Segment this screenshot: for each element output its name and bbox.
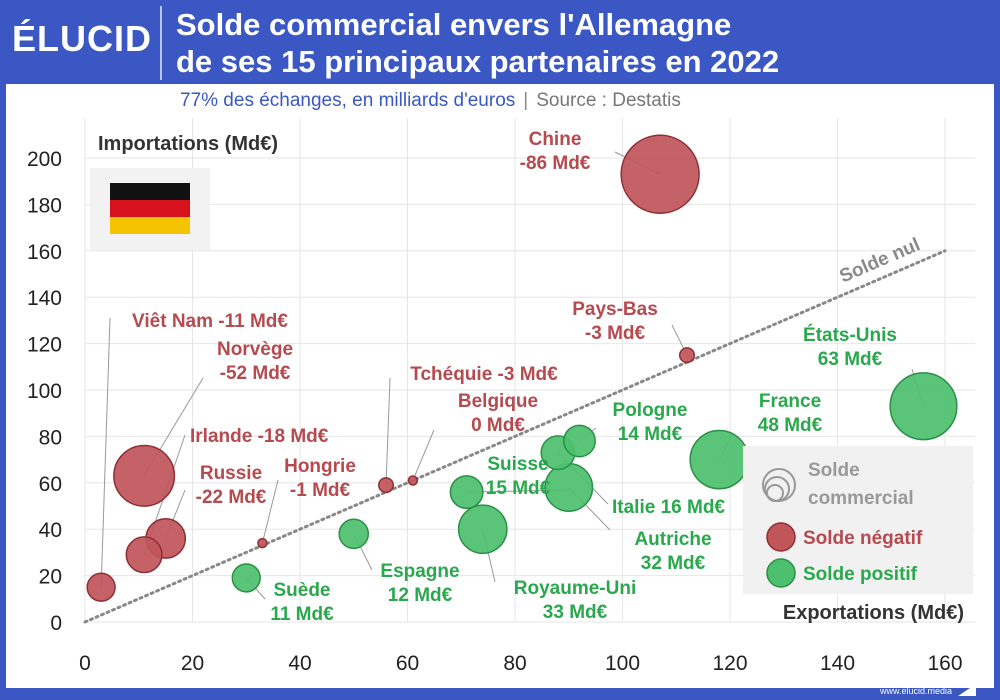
- point-label: Irlande -18 Md€: [190, 426, 329, 447]
- x-tick-label: 100: [605, 652, 640, 675]
- point-label: Pologne 14 Md€: [613, 400, 688, 445]
- point-labels: Chine -86 Md€ Pays-Bas -3 Md€ États-Unis 63 M…: [132, 129, 897, 625]
- bubble-point: [338, 518, 370, 550]
- point-label: États-Unis 63 Md€: [803, 324, 897, 370]
- legend-size-title-1: Solde: [808, 460, 860, 481]
- x-tick-label: 160: [927, 652, 962, 675]
- point-label: Pays-Bas -3 Md€: [572, 299, 658, 344]
- bubble-point: [449, 475, 484, 510]
- leader-line: [261, 479, 279, 544]
- point-label: Belgique 0 Md€: [458, 391, 538, 436]
- title-line-1: Solde commercial envers l'Allemagne: [176, 7, 732, 42]
- y-tick-label: 140: [27, 287, 62, 310]
- legend-size-title-2: commercial: [808, 488, 914, 509]
- leader-line: [385, 377, 391, 486]
- y-tick-label: 40: [39, 519, 62, 542]
- brand-logo: ÉLUCID: [12, 18, 152, 59]
- bubble-point: [889, 372, 958, 441]
- bubble-point: [377, 477, 395, 494]
- y-tick-label: 20: [39, 566, 62, 589]
- zero-balance-line: [83, 249, 947, 624]
- y-tick-label: 180: [27, 194, 62, 217]
- title-line-2: de ses 15 principaux partenaires en 2022: [176, 44, 780, 79]
- point-label: Autriche 32 Md€: [634, 529, 711, 574]
- y-tick-label: 100: [27, 380, 62, 403]
- bubble-point: [86, 572, 116, 602]
- legend-negative-marker: [766, 522, 796, 552]
- bubble-point: [678, 347, 696, 364]
- x-tick-label: 140: [820, 652, 855, 675]
- subtitle-text: 77% des échanges, en milliards d'euros: [180, 90, 516, 111]
- bubble-point: [257, 537, 268, 549]
- bubble-point: [563, 424, 596, 458]
- point-label: Hongrie -1 Md€: [284, 456, 356, 501]
- x-tick-label: 20: [181, 652, 204, 675]
- point-label: Viêt Nam -11 Md€: [132, 311, 288, 332]
- x-axis-label: Exportations (Md€): [783, 602, 964, 624]
- bubble-point: [544, 462, 594, 512]
- chart-title: Solde commercial envers l'Allemagne de s…: [176, 6, 779, 80]
- y-tick-label: 120: [27, 334, 62, 357]
- leader-line: [100, 317, 111, 588]
- leader-line: [412, 429, 435, 481]
- bubble-point: [231, 563, 261, 593]
- bubbles: [86, 134, 958, 602]
- legend-negative-label: Solde négatif: [803, 528, 923, 549]
- x-tick-label: 40: [288, 652, 311, 675]
- x-tick-labels: 0 20 40 60 80 100 120 140 160: [79, 652, 962, 675]
- x-tick-label: 80: [503, 652, 526, 675]
- size-legend-icon: [762, 468, 796, 502]
- header-divider: [160, 6, 162, 80]
- point-label: Tchéquie -3 Md€: [410, 364, 558, 385]
- point-label: Chine -86 Md€: [520, 129, 591, 174]
- bubble-point: [620, 134, 700, 214]
- y-axis-label: Importations (Md€): [98, 133, 278, 155]
- bubble-point: [689, 429, 750, 490]
- source-text: Source : Destatis: [536, 90, 681, 111]
- x-tick-label: 60: [396, 652, 419, 675]
- bubble-point: [125, 536, 163, 574]
- point-label: Espagne 12 Md€: [380, 561, 459, 606]
- y-tick-label: 200: [27, 148, 62, 171]
- subtitle-separator: |: [523, 90, 529, 111]
- point-label: Suisse 15 Md€: [486, 454, 551, 499]
- y-tick-label: 160: [27, 241, 62, 264]
- point-label: Suède 11 Md€: [270, 580, 334, 625]
- y-tick-label: 80: [39, 426, 62, 449]
- germany-flag-icon: [90, 168, 210, 250]
- legend-positive-marker: [766, 558, 796, 588]
- bubble-point: [113, 444, 176, 507]
- x-tick-label: 120: [712, 652, 747, 675]
- legend-positive-label: Solde positif: [803, 564, 918, 585]
- y-tick-label: 0: [50, 612, 62, 635]
- header-bar: ÉLUCID Solde commercial envers l'Allemag…: [0, 0, 1000, 84]
- bubble-point: [457, 504, 508, 555]
- legend: Solde commercial Solde négatif Solde pos…: [743, 446, 973, 594]
- y-tick-label: 60: [39, 473, 62, 496]
- x-tick-label: 0: [79, 652, 91, 675]
- chart-subtitle: 77% des échanges, en milliards d'euros | S…: [180, 90, 681, 112]
- point-label: Norvège -52 Md€: [217, 339, 293, 384]
- point-label: Royaume-Uni 33 Md€: [514, 578, 636, 623]
- footer-url: www.elucid.media: [879, 686, 952, 696]
- y-tick-labels: 0 20 40 60 80 100 120 140 160 180 200: [27, 148, 62, 635]
- point-label: France 48 Md€: [758, 391, 823, 436]
- point-label: Russie -22 Md€: [196, 463, 267, 508]
- brand-mark-icon: [958, 684, 976, 696]
- bubble-point: [407, 475, 419, 486]
- point-label: Italie 16 Md€: [612, 497, 725, 518]
